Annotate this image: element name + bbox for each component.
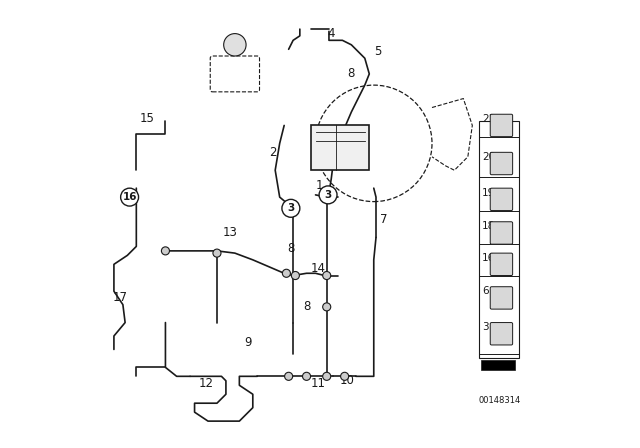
FancyBboxPatch shape: [210, 56, 260, 92]
Text: 2: 2: [269, 146, 276, 159]
Text: 17: 17: [113, 291, 128, 305]
Text: 6: 6: [482, 286, 489, 296]
FancyBboxPatch shape: [490, 323, 513, 345]
Text: 8: 8: [303, 300, 310, 314]
Circle shape: [340, 372, 349, 380]
Circle shape: [282, 269, 291, 277]
FancyBboxPatch shape: [490, 253, 513, 276]
Circle shape: [323, 271, 331, 280]
Text: 7: 7: [380, 213, 388, 226]
Text: 1: 1: [316, 179, 323, 193]
Text: 16: 16: [122, 192, 137, 202]
Text: 4: 4: [328, 27, 335, 40]
Circle shape: [282, 199, 300, 217]
Text: 10: 10: [339, 374, 355, 388]
Text: 8: 8: [347, 67, 354, 81]
FancyBboxPatch shape: [481, 360, 515, 370]
FancyBboxPatch shape: [490, 222, 513, 244]
Circle shape: [224, 34, 246, 56]
Text: 18: 18: [482, 221, 495, 231]
Text: 00148314: 00148314: [478, 396, 520, 405]
Circle shape: [323, 372, 331, 380]
Text: 3: 3: [287, 203, 294, 213]
Circle shape: [303, 372, 310, 380]
Text: 11: 11: [310, 376, 325, 390]
Text: 3: 3: [324, 190, 332, 200]
Text: 12: 12: [198, 376, 213, 390]
Circle shape: [213, 249, 221, 257]
Text: 21: 21: [482, 114, 495, 124]
Text: 13: 13: [223, 226, 238, 240]
FancyBboxPatch shape: [311, 125, 369, 170]
Text: 16: 16: [482, 253, 495, 263]
Text: 19: 19: [482, 188, 495, 198]
Circle shape: [161, 247, 170, 255]
Text: 8: 8: [287, 242, 294, 255]
Circle shape: [291, 271, 300, 280]
Text: 15: 15: [140, 112, 155, 125]
Text: 3: 3: [482, 322, 489, 332]
FancyBboxPatch shape: [490, 287, 513, 309]
Circle shape: [121, 188, 139, 206]
FancyBboxPatch shape: [490, 114, 513, 137]
Text: 14: 14: [310, 262, 325, 276]
Circle shape: [285, 372, 292, 380]
Text: 5: 5: [374, 45, 382, 58]
Text: 20: 20: [482, 152, 495, 162]
FancyBboxPatch shape: [490, 188, 513, 211]
Text: 9: 9: [244, 336, 252, 349]
Circle shape: [323, 303, 331, 311]
FancyBboxPatch shape: [490, 152, 513, 175]
Circle shape: [319, 186, 337, 204]
